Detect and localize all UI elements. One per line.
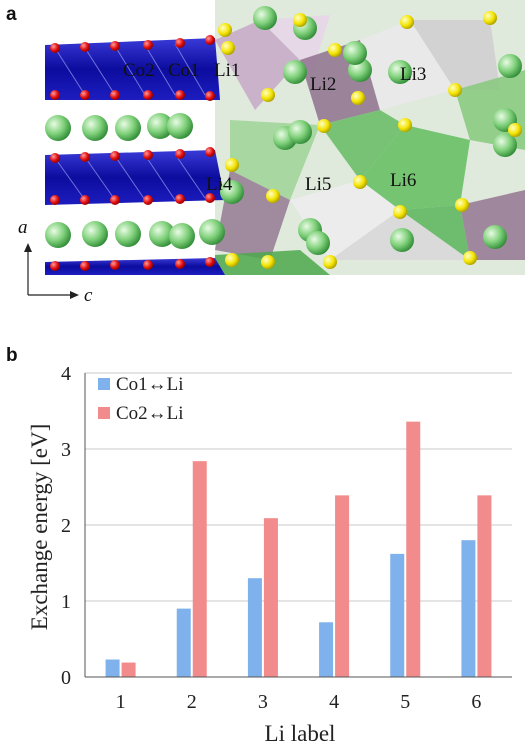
legend-label: Co1↔Li [116,374,184,395]
atom-label-li3: Li3 [400,64,426,85]
x-tick-label: 6 [471,691,481,713]
y-tick-label: 2 [61,515,71,537]
anion-atoms [218,11,522,269]
atom-label-li1: Li1 [214,60,240,81]
legend-swatch [98,378,110,390]
y-tick-labels: 0 1 2 3 4 [61,363,71,689]
x-tick-label: 2 [187,691,197,713]
atom-label-co1: Co1 [168,60,200,81]
bar-s1-c5 [390,553,405,677]
chart-grid [85,372,512,602]
y-tick-label: 0 [61,667,71,689]
y-axis-title: Exchange energy [eV] [27,424,52,630]
legend-label: Co2↔Li [116,403,184,424]
lithium-atoms [45,6,522,255]
exchange-energy-chart: b 0 1 2 3 4 1 2 3 4 5 6 Exchange energy [eV] Li l… [6,345,512,746]
bar-s1-c3 [247,578,262,677]
bar-s1-c6 [461,540,476,677]
co-layers [45,38,225,275]
y-tick-label: 4 [61,363,71,385]
bar-s2-c4 [335,495,350,677]
oxygen-atoms [50,35,215,271]
x-tick-label: 1 [116,691,126,713]
y-tick-label: 1 [61,591,71,613]
axis-indicator: a c [18,217,93,306]
x-tick-label: 5 [400,691,410,713]
bar-s2-c1 [121,662,136,677]
x-axis-title: Li label [265,721,336,746]
bar-s2-c2 [192,461,207,677]
chart-axes [84,373,512,678]
bar-s2-c3 [263,518,278,677]
panel-b-label: b [6,345,18,366]
atom-label-co2: Co2 [123,60,155,81]
bar-s2-c5 [406,421,421,677]
chart-bars [105,421,492,677]
atom-label-li6: Li6 [390,170,416,191]
bar-s1-c2 [176,608,191,677]
atom-labels: Co2 Co1 Li1 Li2 Li3 Li4 Li5 Li6 [123,60,426,195]
atom-label-li4: Li4 [206,174,233,195]
y-tick-label: 3 [61,439,71,461]
bar-s2-c6 [477,495,492,677]
crystal-structure-panel: a Co2 Co1 Li1 Li2 Li3 Li4 Li5 Li6 a c [6,0,525,306]
chart-legend: Co1↔Li Co2↔Li [98,374,184,424]
axis-a-label: a [18,217,28,238]
atom-label-li2: Li2 [310,74,336,95]
x-tick-labels: 1 2 3 4 5 6 [116,691,482,713]
bar-s1-c4 [319,622,334,677]
bar-s1-c1 [105,659,120,677]
atom-label-li5: Li5 [305,174,331,195]
axis-c-label: c [84,285,93,306]
panel-a-label: a [6,4,17,25]
x-tick-label: 4 [329,691,339,713]
x-tick-label: 3 [258,691,268,713]
legend-swatch [98,407,110,419]
